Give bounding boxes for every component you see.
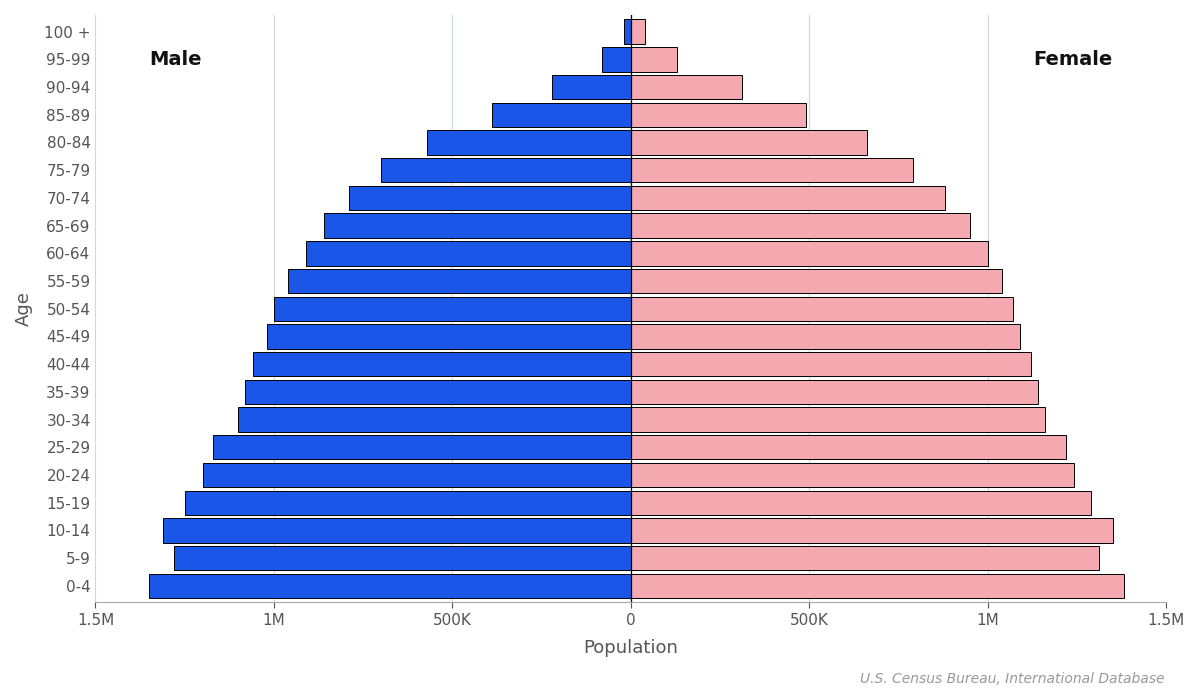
- Bar: [552, 75, 631, 99]
- Bar: [245, 379, 631, 404]
- Bar: [239, 407, 631, 432]
- Bar: [631, 20, 646, 44]
- Bar: [631, 435, 1067, 459]
- X-axis label: Population: Population: [583, 639, 678, 657]
- Bar: [631, 103, 806, 127]
- Bar: [203, 463, 631, 487]
- Bar: [631, 130, 866, 155]
- Bar: [427, 130, 631, 155]
- Bar: [631, 241, 988, 265]
- Bar: [631, 186, 946, 210]
- Text: Female: Female: [1033, 50, 1112, 69]
- Bar: [631, 574, 1123, 598]
- Bar: [324, 214, 631, 238]
- Bar: [631, 463, 1074, 487]
- Bar: [349, 186, 631, 210]
- Bar: [631, 546, 1098, 570]
- Bar: [631, 297, 1013, 321]
- Bar: [288, 269, 631, 293]
- Bar: [214, 435, 631, 459]
- Bar: [631, 407, 1045, 432]
- Bar: [631, 518, 1112, 542]
- Bar: [382, 158, 631, 183]
- Bar: [185, 491, 631, 515]
- Bar: [602, 47, 631, 71]
- Bar: [631, 352, 1031, 377]
- Bar: [492, 103, 631, 127]
- Text: Male: Male: [149, 50, 202, 69]
- Bar: [306, 241, 631, 265]
- Bar: [631, 269, 1002, 293]
- Bar: [631, 324, 1020, 349]
- Bar: [631, 158, 913, 183]
- Bar: [163, 518, 631, 542]
- Bar: [149, 574, 631, 598]
- Bar: [631, 214, 970, 238]
- Bar: [631, 379, 1038, 404]
- Bar: [631, 491, 1092, 515]
- Bar: [631, 47, 677, 71]
- Bar: [624, 20, 631, 44]
- Bar: [252, 352, 631, 377]
- Bar: [266, 324, 631, 349]
- Y-axis label: Age: Age: [14, 291, 34, 326]
- Bar: [274, 297, 631, 321]
- Bar: [631, 75, 742, 99]
- Text: U.S. Census Bureau, International Database: U.S. Census Bureau, International Databa…: [859, 672, 1164, 686]
- Bar: [174, 546, 631, 570]
